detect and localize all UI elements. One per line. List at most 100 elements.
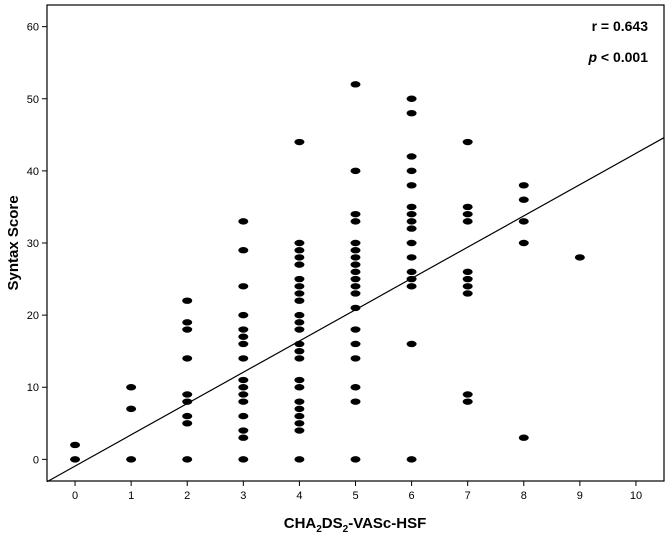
data-point <box>182 412 193 420</box>
x-tick-label: 3 <box>240 490 246 502</box>
data-point <box>238 391 249 398</box>
data-point <box>238 218 249 225</box>
data-point <box>294 405 305 413</box>
data-point <box>406 268 417 276</box>
data-point <box>350 81 361 88</box>
data-point <box>406 109 417 117</box>
data-point <box>238 283 249 290</box>
data-point <box>182 326 193 333</box>
data-point <box>70 441 81 449</box>
data-point <box>238 398 249 405</box>
data-point <box>238 247 249 254</box>
data-point <box>462 203 473 211</box>
data-point <box>350 261 361 268</box>
data-point <box>238 434 249 441</box>
data-point <box>238 311 249 319</box>
data-point <box>462 283 473 290</box>
data-point <box>350 275 361 283</box>
data-point <box>406 456 417 463</box>
data-point <box>462 218 473 225</box>
data-point <box>238 326 249 333</box>
data-point <box>406 254 417 261</box>
data-point <box>406 218 417 225</box>
data-point <box>406 210 417 218</box>
data-point <box>462 268 473 276</box>
y-axis: 0 10 20 30 40 50 60 <box>27 22 47 466</box>
data-point <box>350 268 361 276</box>
data-point <box>238 384 249 391</box>
data-point <box>350 167 361 175</box>
y-tick-label: 20 <box>27 310 39 322</box>
y-tick-label: 30 <box>27 238 39 250</box>
data-point <box>294 283 305 290</box>
data-point <box>238 412 249 420</box>
data-point <box>350 355 361 362</box>
data-point <box>350 340 361 348</box>
p-annotation: p < 0.001 <box>587 49 648 65</box>
data-point <box>462 138 473 146</box>
data-point <box>350 218 361 225</box>
data-point <box>574 254 585 261</box>
data-point <box>238 456 249 463</box>
data-point <box>462 398 473 405</box>
data-point <box>294 254 305 261</box>
data-point <box>126 384 137 391</box>
data-point <box>294 319 305 326</box>
data-point <box>406 203 417 211</box>
x-tick-label: 0 <box>72 490 78 502</box>
x-tick-label: 5 <box>352 490 358 502</box>
x-axis-title: CHA2DS2-VASc-HSF <box>284 515 427 535</box>
data-point <box>350 239 361 247</box>
data-point <box>462 391 473 398</box>
data-point <box>406 340 417 348</box>
data-point <box>294 138 305 146</box>
data-point <box>182 456 193 463</box>
data-point <box>462 290 473 297</box>
data-point <box>406 239 417 247</box>
p-value: < 0.001 <box>597 49 648 65</box>
data-point <box>294 297 305 304</box>
data-point <box>518 239 529 247</box>
data-point <box>294 340 305 348</box>
data-point <box>294 355 305 362</box>
data-point <box>294 398 305 405</box>
data-point <box>182 391 193 398</box>
x-tick-label: 1 <box>128 490 134 502</box>
x-tick-label: 8 <box>521 490 527 502</box>
data-point <box>294 311 305 319</box>
data-point <box>182 319 193 326</box>
data-points <box>70 81 585 463</box>
data-point <box>350 456 361 463</box>
y-tick-label: 40 <box>27 166 39 178</box>
data-point <box>238 355 249 362</box>
x-tick-label: 10 <box>630 490 642 502</box>
data-point <box>406 167 417 175</box>
data-point <box>518 196 529 203</box>
data-point <box>350 304 361 312</box>
data-point <box>294 326 305 333</box>
x-axis: 0 1 2 3 4 5 6 7 8 9 10 <box>72 481 642 502</box>
data-point <box>406 283 417 290</box>
y-tick-label: 60 <box>27 22 39 34</box>
data-point <box>238 427 249 434</box>
data-point <box>294 376 305 384</box>
p-symbol: p <box>587 49 597 65</box>
x-tick-label: 7 <box>465 490 471 502</box>
x-tick-label: 9 <box>577 490 583 502</box>
data-point <box>350 283 361 290</box>
data-point <box>406 153 417 160</box>
data-point <box>294 456 305 463</box>
data-point <box>294 275 305 283</box>
x-tick-label: 2 <box>184 490 190 502</box>
data-point <box>294 261 305 268</box>
data-point <box>462 210 473 218</box>
data-point <box>406 95 417 102</box>
data-point <box>462 275 473 283</box>
data-point <box>238 340 249 348</box>
data-point <box>406 225 417 232</box>
data-point <box>182 297 193 304</box>
data-point <box>182 398 193 405</box>
data-point <box>294 412 305 420</box>
data-point <box>350 290 361 297</box>
regression-line <box>46 137 665 483</box>
